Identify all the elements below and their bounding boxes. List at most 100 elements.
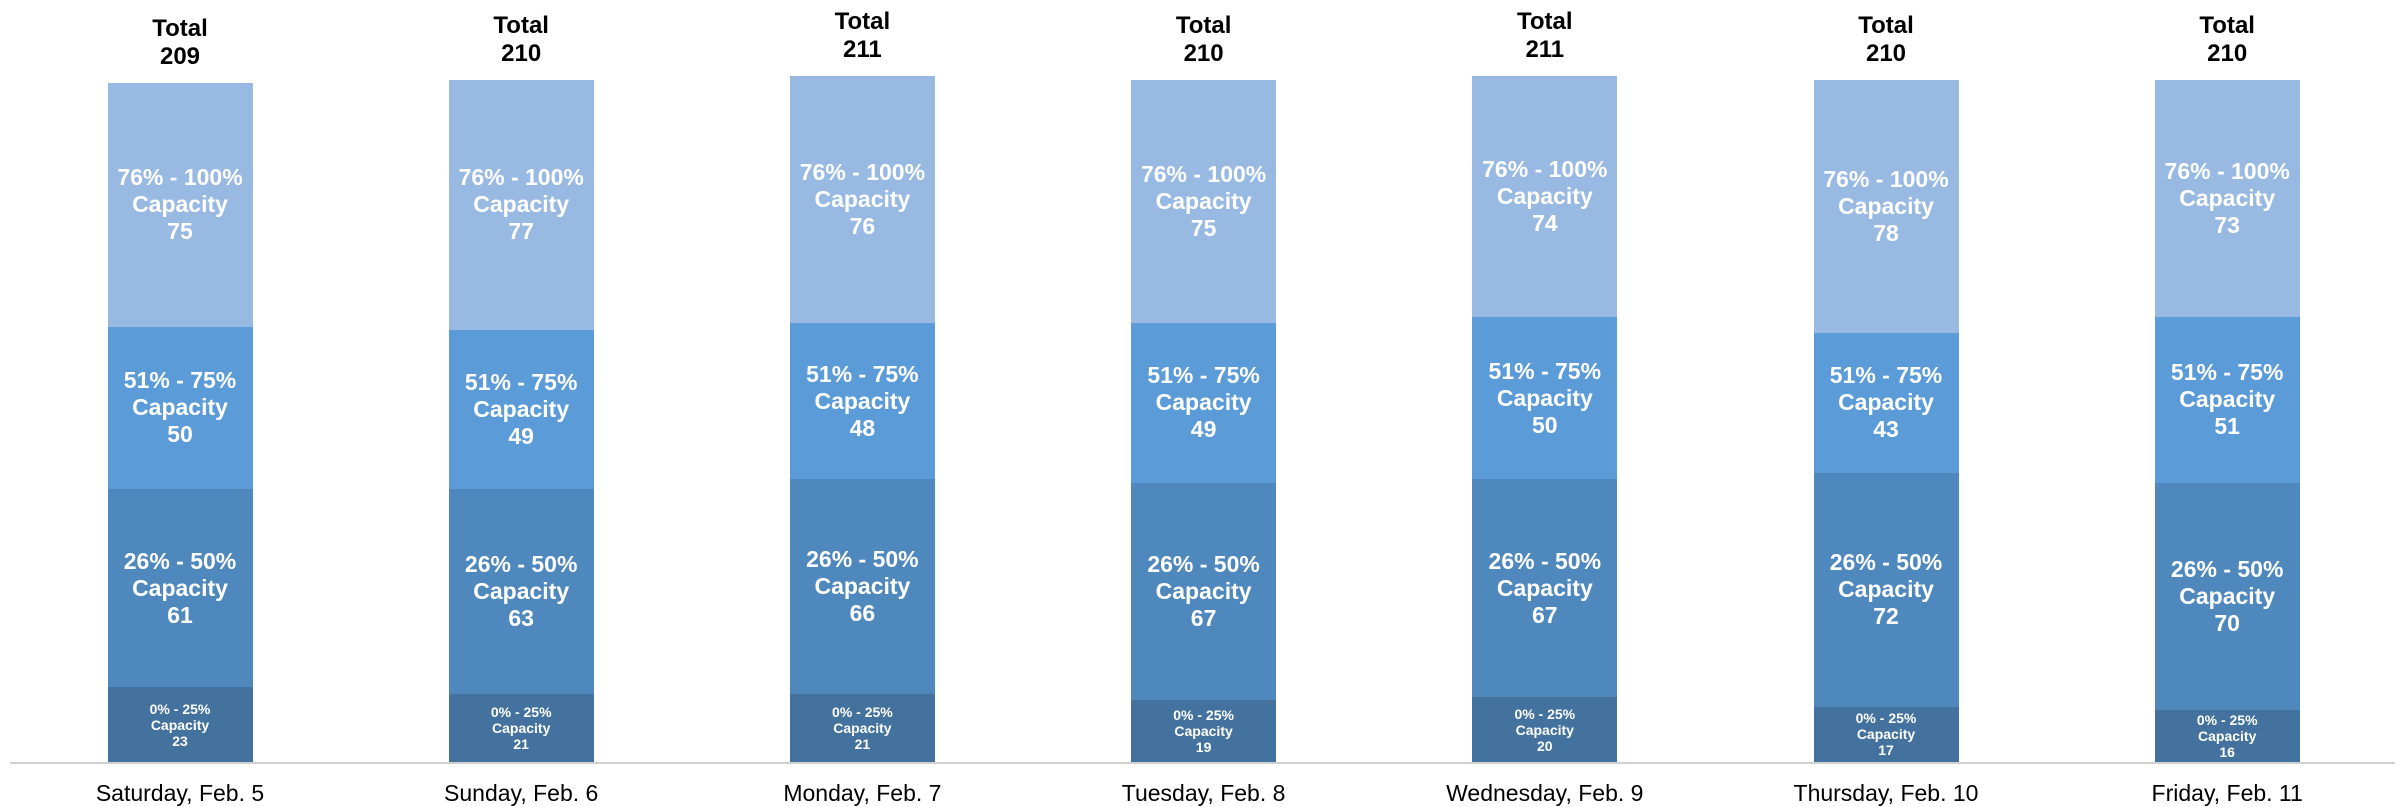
segment-value: 43 (1873, 416, 1899, 443)
segment-name: 51% - 75% Capacity (1147, 362, 1260, 416)
total-label: Total 210 (1104, 12, 1304, 68)
bar-segment: 26% - 50% Capacity 67 (1472, 479, 1618, 697)
bar-segment: 76% - 100% Capacity 78 (1813, 79, 1959, 333)
segment-value: 66 (849, 600, 876, 626)
segment-value: 76 (849, 213, 876, 240)
bar-segment: 51% - 75% Capacity 49 (1131, 323, 1277, 483)
bar-segment: 76% - 100% Capacity 75 (107, 82, 253, 327)
baseline (10, 762, 2395, 764)
total-word: Total (152, 14, 208, 42)
bar-segment: 51% - 75% Capacity 49 (448, 329, 594, 489)
total-word: Total (1517, 8, 1573, 36)
segment-name: 0% - 25% Capacity (1855, 710, 1917, 743)
total-label: Total 210 (1786, 12, 1986, 68)
segment-name: 0% - 25% Capacity (832, 703, 893, 736)
total-value: 210 (2207, 39, 2248, 67)
x-tick-label: Thursday, Feb. 10 (1793, 780, 1979, 806)
segment-value: 67 (1190, 604, 1217, 631)
segment-name: 26% - 50% Capacity (1147, 550, 1260, 604)
total-value: 209 (159, 42, 201, 70)
segment-name: 76% - 100% Capacity (117, 164, 243, 218)
segment-name: 0% - 25% Capacity (1173, 707, 1234, 740)
segment-name: 76% - 100% Capacity (458, 164, 584, 218)
segment-name: 26% - 50% Capacity (2170, 555, 2284, 609)
segment-value: 75 (1190, 214, 1217, 241)
segment-name: 51% - 75% Capacity (1488, 357, 1602, 411)
bar-segment: 76% - 100% Capacity 77 (448, 79, 594, 330)
segment-name: 0% - 25% Capacity (1514, 705, 1576, 738)
segment-name: 0% - 25% Capacity (490, 703, 552, 736)
total-label: Total 211 (762, 8, 962, 64)
segment-value: 75 (167, 218, 193, 245)
segment-name: 51% - 75% Capacity (1829, 362, 1943, 416)
segment-name: 76% - 100% Capacity (1823, 165, 1949, 219)
bar-segment: 26% - 50% Capacity 72 (1813, 472, 1959, 707)
bar-segment: 0% - 25% Capacity 21 (448, 693, 594, 762)
total-word: Total (834, 8, 891, 36)
segment-value: 49 (508, 422, 534, 449)
segment-name: 0% - 25% Capacity (149, 700, 211, 733)
bar-segment: 0% - 25% Capacity 23 (107, 687, 253, 762)
bar-segment: 51% - 75% Capacity 50 (107, 326, 253, 489)
segment-value: 21 (854, 735, 871, 752)
segment-value: 73 (2214, 211, 2240, 238)
x-tick-label: Wednesday, Feb. 9 (1446, 780, 1644, 806)
segment-value: 51 (2214, 413, 2240, 440)
bar-segment: 51% - 75% Capacity 48 (789, 323, 935, 480)
total-word: Total (493, 11, 549, 39)
segment-value: 17 (1878, 742, 1894, 759)
bar-segment: 0% - 25% Capacity 20 (1472, 697, 1618, 762)
total-word: Total (2199, 11, 2255, 39)
total-value: 211 (1525, 36, 1565, 64)
segment-value: 78 (1873, 219, 1899, 246)
segment-name: 26% - 50% Capacity (123, 547, 237, 601)
segment-name: 51% - 75% Capacity (123, 367, 237, 421)
segment-value: 23 (172, 732, 188, 749)
bar-segment: 26% - 50% Capacity 70 (2154, 482, 2300, 710)
segment-name: 26% - 50% Capacity (1829, 549, 1943, 603)
x-tick-label: Monday, Feb. 7 (783, 780, 942, 806)
bar-segment: 0% - 25% Capacity 21 (789, 693, 935, 762)
bar-segment: 76% - 100% Capacity 76 (789, 76, 935, 324)
x-tick-label: Friday, Feb. 11 (2151, 780, 2303, 806)
total-label: Total 210 (421, 12, 621, 68)
bar-segment: 26% - 50% Capacity 66 (789, 479, 935, 694)
segment-value: 49 (1190, 416, 1217, 443)
segment-value: 50 (167, 421, 193, 448)
segment-value: 72 (1873, 603, 1899, 630)
total-word: Total (1175, 11, 1232, 39)
segment-name: 76% - 100% Capacity (1482, 156, 1608, 209)
total-value: 210 (1865, 39, 1907, 67)
total-label: Total 210 (2127, 12, 2327, 68)
segment-value: 16 (2219, 744, 2235, 760)
segment-value: 61 (167, 601, 193, 628)
bar-segment: 76% - 100% Capacity 75 (1131, 79, 1277, 324)
bar-segment: 76% - 100% Capacity 73 (2154, 79, 2300, 317)
bar-segment: 0% - 25% Capacity 17 (1813, 706, 1959, 762)
segment-value: 48 (849, 414, 876, 441)
x-tick-label: Tuesday, Feb. 8 (1121, 780, 1286, 806)
bar-segment: 26% - 50% Capacity 61 (107, 489, 253, 688)
segment-name: 76% - 100% Capacity (2164, 157, 2290, 211)
segment-name: 26% - 50% Capacity (1488, 547, 1602, 601)
bar-segment: 51% - 75% Capacity 50 (1472, 316, 1618, 480)
total-value: 211 (843, 36, 882, 64)
segment-name: 51% - 75% Capacity (464, 368, 578, 422)
total-value: 210 (1183, 39, 1224, 67)
bar-segment: 0% - 25% Capacity 19 (1131, 700, 1277, 762)
segment-value: 63 (508, 604, 534, 631)
bar-segment: 26% - 50% Capacity 63 (448, 489, 594, 694)
segment-value: 21 (513, 735, 529, 752)
segment-value: 50 (1532, 411, 1558, 438)
segment-value: 77 (508, 218, 534, 245)
x-tick-label: Sunday, Feb. 6 (444, 780, 599, 806)
segment-name: 76% - 100% Capacity (1140, 160, 1267, 214)
segment-value: 70 (2214, 609, 2240, 636)
bar-segment: 76% - 100% Capacity 74 (1472, 76, 1618, 317)
bar-segment: 26% - 50% Capacity 67 (1131, 482, 1277, 701)
segment-name: 26% - 50% Capacity (464, 550, 578, 604)
x-tick-label: Saturday, Feb. 5 (95, 780, 265, 806)
bar-segment: 0% - 25% Capacity 16 (2154, 710, 2300, 762)
